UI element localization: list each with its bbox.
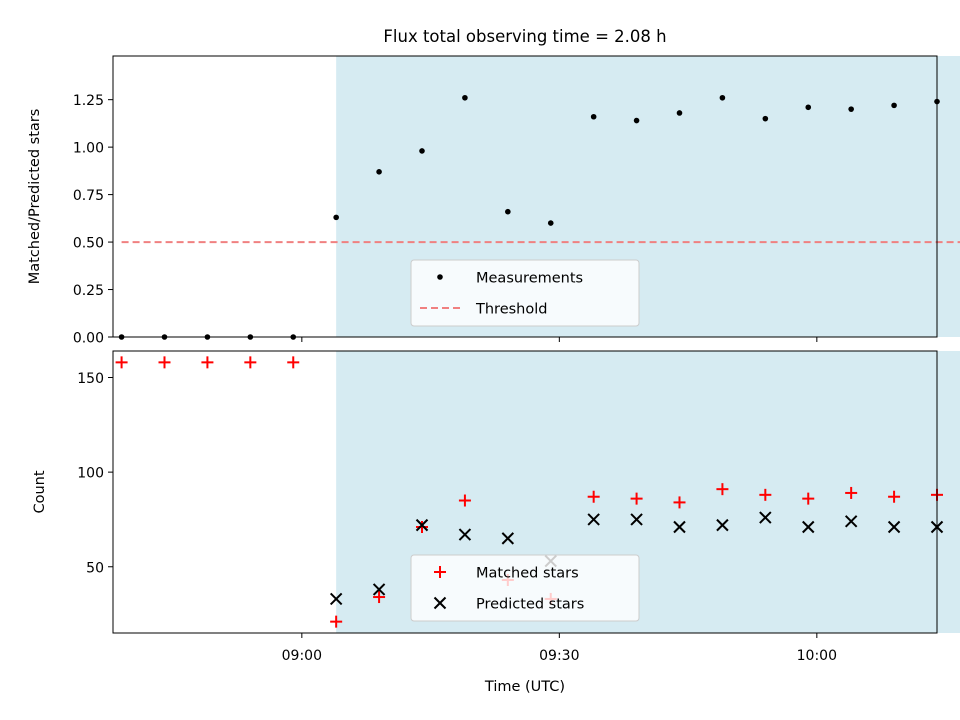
x-stroke-b	[887, 520, 901, 534]
legend-entry: Matched stars	[434, 566, 579, 582]
measurement-point	[891, 102, 897, 109]
x-stroke-b	[716, 518, 729, 532]
predicted-star-point	[716, 518, 729, 532]
series-measurements	[118, 94, 940, 340]
legend-dot-marker	[437, 274, 443, 280]
predicted-star-point	[372, 583, 386, 596]
x-stroke-b	[372, 583, 386, 596]
measurement-point	[333, 214, 339, 221]
predicted-star-point	[329, 592, 343, 606]
chart-title: Flux total observing time = 2.08 h	[383, 27, 666, 46]
axes-frame	[112, 350, 938, 634]
matched-star-point	[458, 494, 471, 507]
x-stroke-b	[759, 511, 772, 524]
x-tick-label: 10:00	[797, 648, 837, 664]
x-stroke-b	[329, 592, 343, 606]
y-tick-label: 50	[86, 560, 104, 576]
measurement-point	[762, 115, 769, 122]
measurement-point	[719, 94, 726, 101]
predicted-star-point	[802, 520, 815, 534]
x-stroke-b	[630, 513, 643, 526]
legend-entry: Predicted stars	[433, 596, 584, 613]
y-tick-label: 100	[77, 466, 104, 482]
predicted-star-point	[630, 513, 643, 526]
y-tick-label: 150	[77, 371, 104, 387]
legend-x-b	[433, 596, 447, 610]
x-stroke-b	[673, 520, 686, 534]
matched-star-point	[158, 356, 171, 369]
measurement-point	[676, 110, 683, 116]
matched-star-point	[330, 615, 343, 628]
predicted-star-point	[887, 520, 901, 534]
measurement-point	[633, 117, 640, 124]
predicted-star-point	[759, 511, 772, 524]
legend-frame	[410, 259, 640, 327]
matched-star-point	[373, 591, 386, 604]
x-stroke-b	[802, 520, 815, 534]
measurement-point	[848, 106, 854, 112]
y-tick-label: 0.50	[73, 236, 104, 252]
top-panel: 0.00 0.25 0.50 0.75 1.00 1.25 Matched/Predicte…	[27, 55, 960, 347]
x-stroke-b	[415, 518, 429, 532]
axes-frame	[112, 55, 938, 338]
predicted-star-point	[415, 518, 429, 532]
series-matched-stars	[115, 356, 943, 628]
x-stroke-b	[844, 515, 858, 528]
y-tick-label: 0.00	[73, 331, 104, 347]
matched-star-point	[201, 356, 214, 369]
matched-star-point	[845, 486, 858, 499]
y-tick-label: 1.25	[73, 93, 104, 109]
legend-label: Threshold	[475, 302, 547, 318]
x-stroke-b	[458, 528, 472, 541]
measurement-point	[376, 169, 382, 175]
measurement-point	[419, 148, 425, 154]
x-stroke-b	[501, 532, 515, 545]
x-tick-label: 09:00	[282, 648, 322, 664]
measurement-point	[462, 94, 468, 101]
matched-star-point	[716, 483, 729, 496]
y-axis-label: Matched/Predicted stars	[27, 109, 43, 285]
matched-star-point	[115, 356, 128, 369]
matched-star-point	[244, 356, 257, 369]
measurement-point	[547, 220, 554, 226]
matched-star-point	[673, 496, 686, 509]
x-stroke-b	[587, 513, 600, 526]
predicted-star-point	[844, 515, 858, 528]
y-axis-label: Count	[32, 470, 48, 513]
y-tick-label: 1.00	[73, 141, 104, 157]
matched-star-point	[587, 490, 600, 503]
legend-label: Matched stars	[476, 566, 579, 582]
bottom-panel: 5010015009:0009:3010:0010:3011:00CountTi…	[32, 350, 960, 695]
legend-label: Measurements	[476, 271, 583, 287]
legend-entry: Measurements	[437, 271, 583, 287]
x-tick-label: 09:30	[539, 648, 579, 664]
legend: Measurements Threshold	[410, 259, 640, 327]
predicted-star-point	[501, 532, 515, 545]
matched-star-point	[759, 488, 772, 501]
legend: Matched stars Predicted stars	[410, 554, 640, 622]
predicted-star-point	[458, 528, 472, 541]
matched-star-point	[287, 356, 300, 369]
legend-label: Predicted stars	[476, 597, 584, 613]
legend-frame	[410, 554, 640, 622]
measurement-point	[590, 113, 597, 120]
legend-entry: Threshold	[420, 302, 547, 318]
predicted-star-point	[587, 513, 600, 526]
matched-star-point	[888, 490, 901, 503]
matched-star-point	[416, 521, 428, 534]
x-axis-label: Time (UTC)	[484, 679, 565, 695]
predicted-star-point	[673, 520, 686, 534]
measurement-point	[505, 208, 511, 215]
y-tick-label: 0.75	[73, 188, 104, 204]
matched-star-point	[802, 492, 815, 505]
measurement-point	[805, 104, 812, 111]
matched-star-point	[630, 492, 643, 505]
y-tick-label: 0.25	[73, 283, 104, 299]
